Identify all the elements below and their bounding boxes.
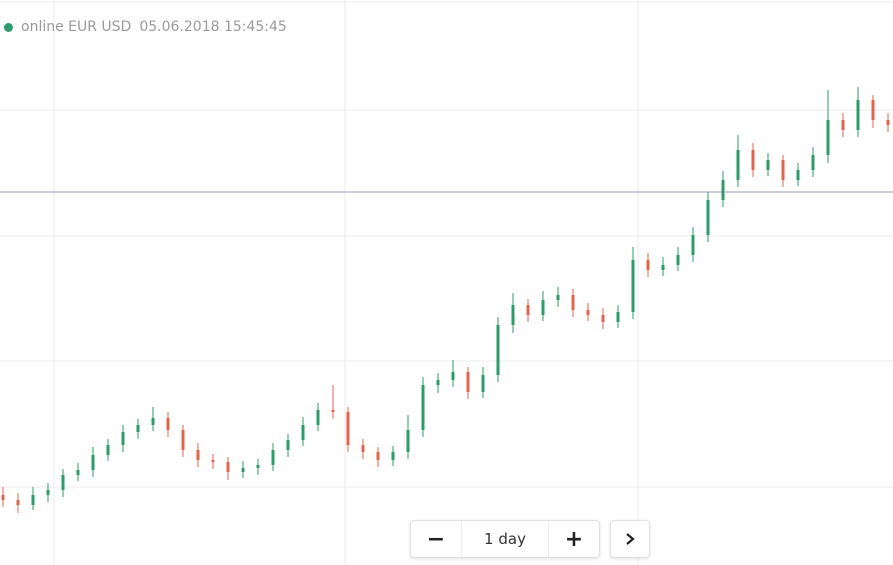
candle-body xyxy=(421,385,425,430)
chevron-icon xyxy=(626,533,635,545)
candle-body xyxy=(286,440,290,450)
candle-body xyxy=(346,412,350,445)
candle-body xyxy=(226,462,230,472)
candle-body xyxy=(211,460,215,462)
candle-body xyxy=(271,450,275,465)
status-dot xyxy=(4,22,13,32)
candle-body xyxy=(811,155,815,170)
candle-body xyxy=(511,305,515,325)
candle-body xyxy=(496,325,500,375)
candle-body xyxy=(361,445,365,452)
candle-body xyxy=(601,315,605,322)
candle-body xyxy=(646,260,650,270)
candle-body xyxy=(481,375,485,392)
candle-body xyxy=(151,418,155,425)
candle-body xyxy=(91,455,95,470)
candle-body xyxy=(541,300,545,315)
candle-body xyxy=(61,475,65,490)
candle-body xyxy=(76,470,80,475)
candle-body xyxy=(16,500,20,505)
timestamp: 05.06.2018 15:45:45 xyxy=(139,19,287,35)
candle-body xyxy=(571,295,575,310)
candle-body xyxy=(46,490,50,495)
candle-body xyxy=(196,450,200,460)
candle-body xyxy=(766,160,770,170)
candle-body xyxy=(166,418,170,430)
zoom-out[interactable]: − xyxy=(426,526,446,552)
candle-body xyxy=(631,260,635,312)
status: online EUR USD xyxy=(21,19,132,35)
candle-body xyxy=(751,150,755,170)
candle-body xyxy=(451,372,455,380)
candle-body xyxy=(241,468,245,472)
candle-body xyxy=(391,452,395,460)
candle-body xyxy=(106,445,110,455)
candle-body xyxy=(1,495,5,500)
candle-body xyxy=(676,255,680,265)
candle-body xyxy=(661,265,665,270)
candle-body xyxy=(31,495,35,505)
candle-body xyxy=(136,425,140,432)
candle-body xyxy=(376,452,380,460)
candle-body xyxy=(691,235,695,255)
candle-body xyxy=(616,312,620,322)
candle-body xyxy=(466,372,470,392)
candle-body xyxy=(781,160,785,180)
period[interactable]: 1 day xyxy=(461,521,549,557)
candle-body xyxy=(856,100,860,130)
candle-body xyxy=(871,100,875,120)
candle-body xyxy=(436,380,440,385)
candle-body xyxy=(796,170,800,180)
candle-body xyxy=(121,432,125,445)
next-button[interactable] xyxy=(610,520,650,558)
candle-body xyxy=(526,305,530,315)
candle-body xyxy=(736,150,740,180)
candle-body xyxy=(556,295,560,300)
candle-body xyxy=(256,465,260,468)
zoom-in[interactable]: + xyxy=(564,526,584,552)
candle-body xyxy=(316,410,320,425)
candle-body xyxy=(826,120,830,155)
candle-body xyxy=(706,200,710,235)
candle-body xyxy=(331,410,335,412)
candle-body xyxy=(301,425,305,440)
header: online EUR USD 05.06.2018 15:45:45 xyxy=(4,19,287,35)
candle-body xyxy=(586,310,590,315)
zoom-control: − 1 day + xyxy=(410,520,600,558)
candle-body xyxy=(181,430,185,450)
candle-body xyxy=(406,430,410,452)
candle-body xyxy=(841,120,845,130)
candle-body xyxy=(886,120,890,125)
candle-body xyxy=(721,180,725,200)
